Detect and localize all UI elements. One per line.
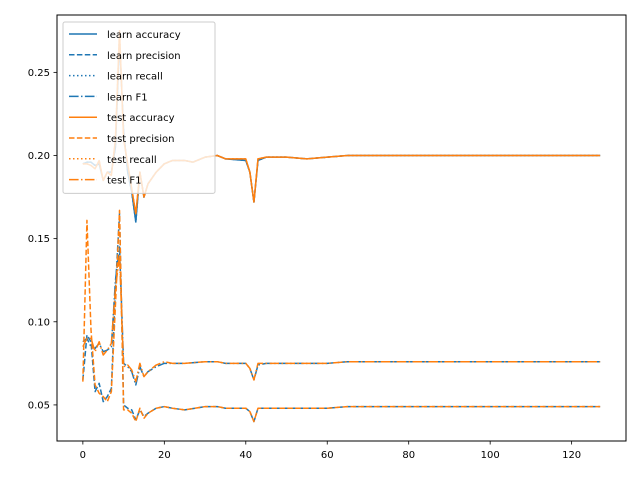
legend-label: learn recall [107, 72, 163, 83]
x-tick-label: 80 [402, 450, 415, 461]
x-tick-label: 0 [80, 450, 86, 461]
series-line-test-precision [82, 209, 601, 423]
y-tick-label: 0.20 [28, 151, 50, 162]
legend-label: test F1 [107, 176, 142, 187]
y-tick-label: 0.05 [28, 401, 50, 412]
x-tick-label: 120 [562, 450, 581, 461]
x-tick-label: 20 [158, 450, 171, 461]
y-tick-label: 0.10 [28, 317, 50, 328]
legend-label: test recall [107, 155, 157, 166]
y-tick-label: 0.15 [28, 234, 50, 245]
legend-label: test accuracy [107, 113, 175, 124]
plot-frame [56, 14, 627, 442]
legend-label: learn accuracy [107, 30, 181, 41]
x-tick-label: 60 [321, 450, 334, 461]
y-tick-label: 0.25 [28, 68, 50, 79]
legend-box [62, 21, 216, 194]
axis-layer: 0 20 40 60 80 100 120 0.05 0.10 0.15 0.20 0.25 [28, 68, 581, 461]
x-tick-label: 100 [481, 450, 500, 461]
legend: learn accuracy learn precision learn recal… [62, 21, 216, 194]
legend-label: test precision [107, 134, 175, 145]
legend-label: learn precision [107, 51, 181, 62]
legend-label: learn F1 [107, 92, 148, 103]
x-tick-label: 40 [239, 450, 252, 461]
series-line-test-f1 [82, 254, 601, 383]
